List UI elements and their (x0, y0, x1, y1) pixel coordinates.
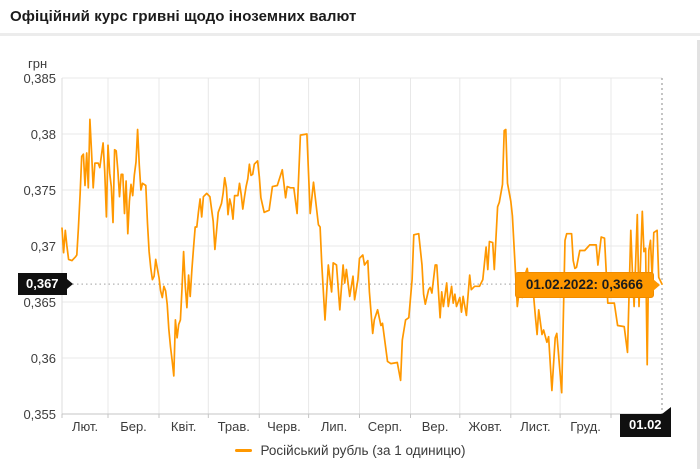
y-tick-label: 0,375 (23, 182, 56, 198)
x-tick-label: Черв. (267, 419, 301, 434)
series-line-icon (234, 449, 252, 452)
x-tick-label: Квіт. (170, 419, 197, 434)
x-tick-label: Лист. (520, 419, 551, 434)
y-tick-label: 0,36 (30, 350, 56, 366)
page-title: Офіційний курс гривні щодо іноземних вал… (10, 8, 357, 25)
x-tick-label: Груд. (570, 419, 601, 434)
y-tick-label: 0,365 (23, 294, 56, 310)
x-tick-label: Лип. (320, 419, 348, 434)
x-tick-label: Серп. (367, 419, 403, 434)
current-value-badge: 0,367 (18, 273, 73, 296)
x-tick-label: Трав. (217, 419, 250, 434)
y-tick-label: 0,38 (30, 126, 56, 142)
x-tick-label: Лют. (71, 419, 99, 434)
right-border (697, 40, 700, 469)
y-tick-label: 0,355 (23, 406, 56, 422)
y-tick-label: 0,37 (30, 238, 56, 254)
widget-header: Офіційний курс гривні щодо іноземних вал… (0, 0, 700, 36)
legend-label: Російський рубль (за 1 одиницю) (260, 443, 466, 458)
y-tick-label: 0,385 (23, 70, 56, 86)
legend[interactable]: Російський рубль (за 1 одиницю) (0, 443, 700, 458)
y-axis-unit-label: грн (28, 56, 48, 71)
x-tick-label: Бер. (120, 419, 147, 434)
x-tick-label: Жовт. (468, 419, 503, 434)
current-date-badge: 01.02 (620, 407, 671, 437)
tooltip: 01.02.2022: 0,3666 (514, 271, 661, 298)
x-tick-label: Вер. (421, 419, 449, 434)
